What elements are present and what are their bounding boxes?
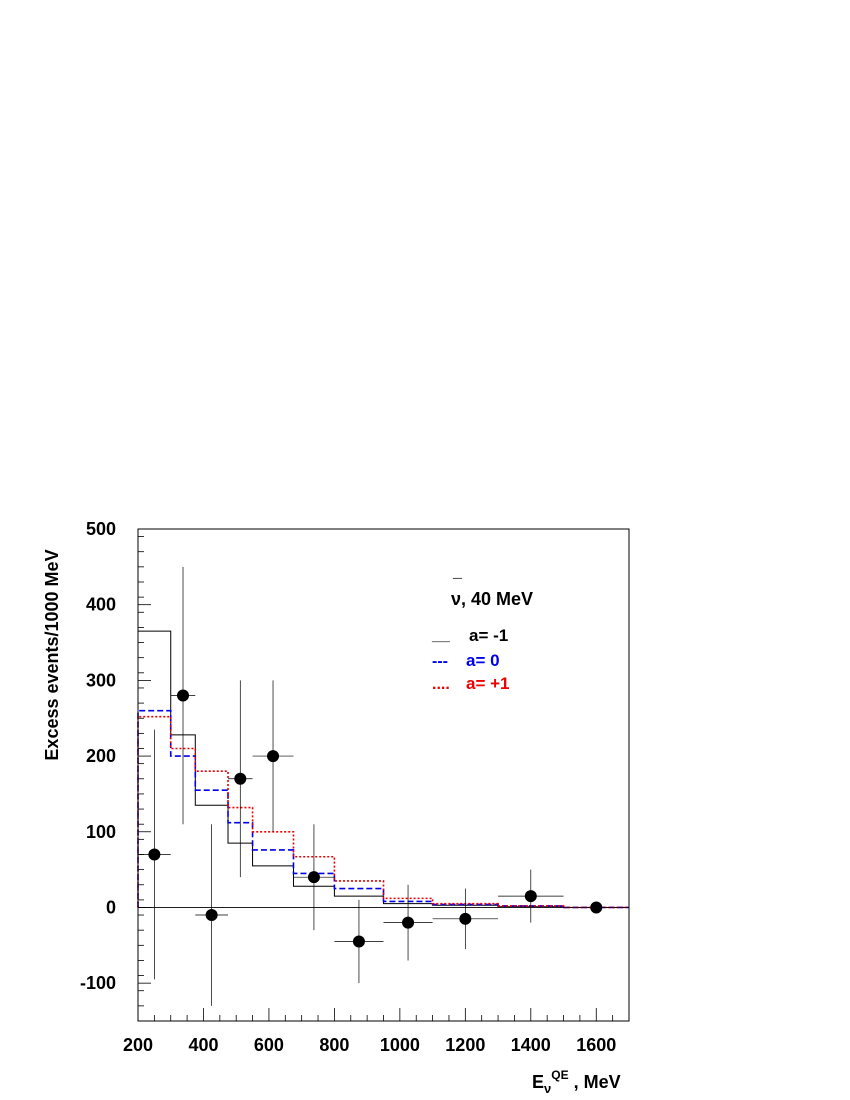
data-points [138,566,629,1006]
data-point [195,824,229,1006]
data-point [498,869,564,923]
legend-marker: --- [432,653,448,670]
y-tick-label: 0 [106,897,116,917]
x-tick-label: 1600 [576,1035,616,1055]
data-marker [234,772,247,785]
data-point [432,888,499,950]
series-line [137,709,629,909]
data-point [228,680,253,878]
y-tick-label: 500 [86,519,116,539]
svg-text:ν, 40 MeV: ν, 40 MeV [451,589,533,609]
data-marker [590,901,603,914]
data-point [170,566,196,825]
x-tick-label: 200 [123,1035,153,1055]
y-tick-label: 300 [86,670,116,690]
annotation-text: , 40 MeV [461,589,533,609]
data-point [138,729,171,980]
legend-marker: __ [431,627,451,644]
x-tick-label: 1000 [380,1035,420,1055]
legend-marker: .... [432,676,450,693]
x-axis-label-main: E [532,1072,544,1092]
data-point [293,824,335,931]
y-tick-label: 400 [86,595,116,615]
data-marker [177,689,190,702]
x-axis-label-subscript: ν [544,1081,551,1096]
tick-labels: 200 400 600 800 1000 1200 1400 1600 -100 0 100 200 3… [80,519,616,1055]
data-point [252,680,294,832]
data-marker [148,848,161,861]
data-marker [402,916,415,929]
data-point [334,899,384,984]
series-layer [137,630,629,909]
legend-label: a= -1 [469,626,508,645]
data-point [563,901,629,914]
legend: __ a= -1 --- a= 0 .... a= +1 [431,626,510,693]
x-tick-label: 400 [188,1035,218,1055]
data-marker [459,912,472,925]
data-marker [267,750,280,763]
x-tick-label: 800 [319,1035,349,1055]
annotation-symbol: ν [451,589,461,609]
data-marker [205,909,218,922]
y-tick-label: 100 [86,822,116,842]
y-axis-label: Excess events/1000 MeV [42,549,62,760]
legend-entry: --- a= 0 [432,651,500,670]
legend-entry: __ a= -1 [431,626,508,645]
y-tick-label: 200 [86,746,116,766]
annotation: ¯ ν, 40 MeV [451,577,533,609]
x-axis-label-suffix: , MeV [569,1072,621,1092]
plot-frame [137,528,630,1022]
x-axis-label-superscript: QE [551,1068,568,1082]
legend-entry: .... a= +1 [432,674,510,693]
legend-label: a= +1 [466,674,510,693]
data-marker [307,871,320,884]
annotation-bar: ¯ [452,577,462,594]
legend-label: a= 0 [466,651,500,670]
data-marker [352,935,365,948]
data-point [383,884,433,961]
y-tick-label: -100 [80,973,116,993]
x-tick-label: 1400 [511,1035,551,1055]
x-tick-label: 1200 [445,1035,485,1055]
data-marker [524,890,537,903]
x-tick-label: 600 [254,1035,284,1055]
x-axis-label: EνQE , MeV [532,1068,621,1096]
